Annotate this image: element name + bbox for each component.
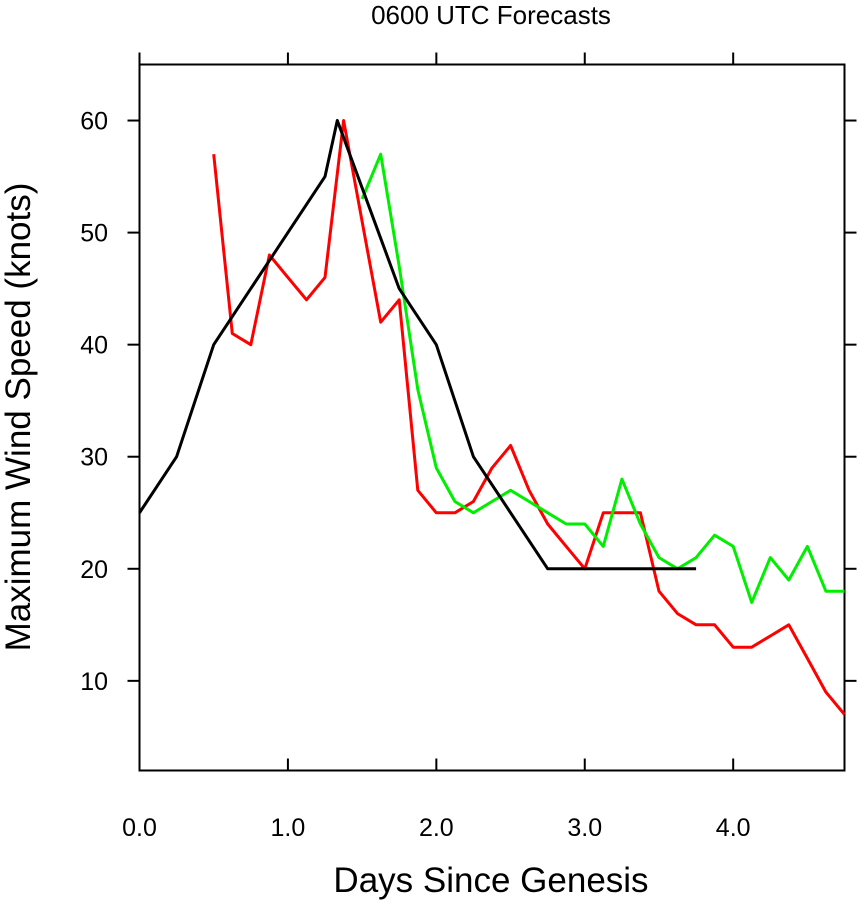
y-tick-label: 50 (80, 220, 108, 248)
series-line-3 (360, 152, 845, 604)
y-tick-label: 10 (80, 668, 108, 696)
x-tick-label: 0.0 (122, 814, 157, 842)
x-tick-label: 4.0 (716, 814, 751, 842)
series-line-2 (212, 119, 846, 716)
axis-ticks (127, 52, 857, 771)
plot-frame (138, 63, 846, 772)
x-tick-label: 2.0 (419, 814, 454, 842)
y-axis-title: Maximum Wind Speed (knots) (0, 183, 38, 652)
x-axis-title: Days Since Genesis (333, 861, 648, 900)
x-tick-label: 3.0 (567, 814, 602, 842)
series-lines (138, 119, 846, 716)
tick-labels: 0.0 1.0 2.0 3.0 4.0 10 20 30 40 50 60 (80, 108, 750, 842)
x-tick-label: 1.0 (271, 814, 306, 842)
y-tick-label: 30 (80, 444, 108, 472)
series-line-1 (138, 119, 697, 571)
y-tick-label: 20 (80, 556, 108, 584)
chart-title: 0600 UTC Forecasts (371, 0, 611, 30)
y-tick-label: 60 (80, 108, 108, 136)
y-tick-label: 40 (80, 332, 108, 360)
